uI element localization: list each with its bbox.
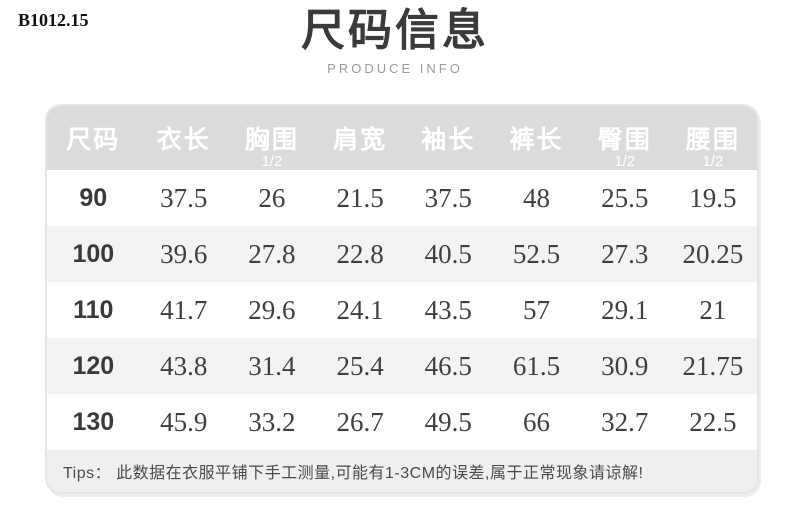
cell-value: 19.5 (689, 182, 737, 213)
cell-value: 31.4 (248, 350, 296, 381)
cell-value: 43.8 (160, 350, 208, 381)
table-row-size-130: 130 45.9 33.2 26.7 49.5 66 32.7 22.5 (47, 394, 757, 450)
column-header-label: 胸围 (244, 126, 299, 154)
column-header-garment-length: 衣长 (140, 106, 228, 170)
cell-value: 32.7 (601, 406, 649, 437)
cell-value: 25.4 (336, 350, 384, 381)
table-row-size-120: 120 43.8 31.4 25.4 46.5 61.5 30.9 21.75 (47, 338, 757, 394)
column-header-label: 尺码 (66, 126, 121, 154)
cell-value: 48 (522, 182, 550, 213)
cell-value: 39.6 (160, 238, 208, 269)
size-table-header-row: 尺码 衣长 胸围 1/2 肩宽 袖长 裤长 臀围 1/2 腰围 1/2 (47, 106, 757, 170)
cell-value: 43.5 (424, 294, 472, 325)
cell-value: 57 (522, 294, 550, 325)
page-subtitle: PRODUCE INFO (327, 60, 463, 76)
cell-value: 61.5 (512, 350, 561, 381)
column-header-label: 袖长 (421, 126, 476, 154)
cell-value: 27.8 (248, 238, 296, 269)
title-block: 尺码信息 PRODUCE INFO (0, 6, 790, 76)
cell-value: 40.5 (424, 238, 472, 269)
column-header-label: 裤长 (509, 126, 564, 154)
cell-value: 45.9 (160, 406, 208, 437)
size-label: 90 (79, 183, 108, 212)
column-header-sub: 1/2 (614, 153, 636, 170)
column-header-size: 尺码 (47, 106, 140, 170)
cell-value: 24.1 (336, 294, 384, 325)
size-label: 130 (72, 407, 115, 436)
cell-value: 66 (522, 406, 550, 437)
column-header-sub: 1/2 (261, 153, 283, 170)
table-row-size-110: 110 41.7 29.6 24.1 43.5 57 29.1 21 (47, 282, 757, 338)
column-header-label: 衣长 (156, 126, 211, 154)
cell-value: 21 (699, 294, 727, 325)
column-header-label: 臀围 (597, 126, 652, 154)
cell-value: 37.5 (424, 182, 472, 213)
cell-value: 27.3 (601, 238, 649, 269)
cell-value: 46.5 (424, 350, 472, 381)
column-header-chest: 胸围 1/2 (228, 106, 316, 170)
column-header-sleeve: 袖长 (404, 106, 492, 170)
cell-value: 26 (258, 182, 286, 213)
measurement-tips-note: Tips： 此数据在衣服平铺下手工测量,可能有1-3CM的误差,属于正常现象请谅… (47, 450, 757, 492)
column-header-waist: 腰围 1/2 (669, 106, 757, 170)
column-header-label: 腰围 (685, 126, 740, 154)
cell-value: 41.7 (160, 294, 208, 325)
column-header-shoulder: 肩宽 (316, 106, 404, 170)
size-label: 100 (72, 239, 115, 268)
size-table: 尺码 衣长 胸围 1/2 肩宽 袖长 裤长 臀围 1/2 腰围 1/2 90 37.5… (45, 104, 759, 494)
cell-value: 22.8 (336, 238, 384, 269)
column-header-pants-length: 裤长 (492, 106, 580, 170)
cell-value: 30.9 (601, 350, 649, 381)
size-label: 110 (73, 295, 114, 324)
cell-value: 37.5 (160, 182, 208, 213)
cell-value: 25.5 (601, 182, 649, 213)
cell-value: 21.75 (682, 350, 744, 381)
cell-value: 22.5 (689, 406, 737, 437)
column-header-hip: 臀围 1/2 (581, 106, 669, 170)
cell-value: 33.2 (248, 406, 296, 437)
cell-value: 52.5 (512, 238, 561, 269)
cell-value: 20.25 (682, 238, 744, 269)
cell-value: 49.5 (424, 406, 472, 437)
table-row-size-100: 100 39.6 27.8 22.8 40.5 52.5 27.3 20.25 (47, 226, 757, 282)
column-header-label: 肩宽 (333, 126, 388, 154)
cell-value: 29.1 (601, 294, 649, 325)
cell-value: 29.6 (248, 294, 296, 325)
cell-value: 21.5 (336, 182, 384, 213)
cell-value: 26.7 (336, 406, 384, 437)
size-label: 120 (72, 351, 115, 380)
column-header-sub: 1/2 (702, 153, 724, 170)
product-code: B1012.15 (18, 10, 89, 30)
table-row-size-90: 90 37.5 26 21.5 37.5 48 25.5 19.5 (47, 170, 757, 226)
page-title: 尺码信息 (301, 6, 489, 55)
